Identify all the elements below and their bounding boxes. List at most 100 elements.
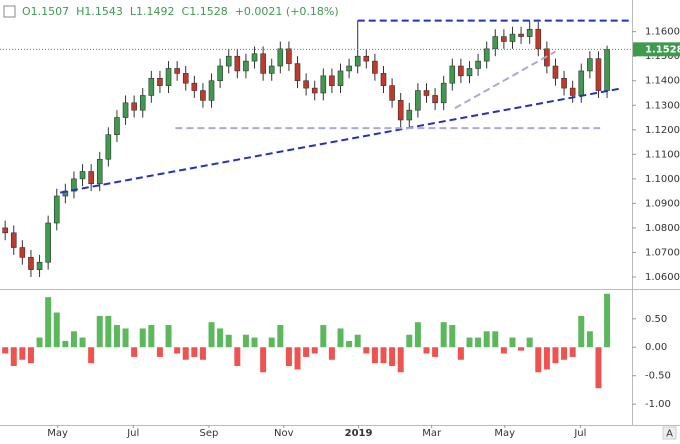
candle-body <box>380 73 387 86</box>
x-tick-label: May <box>494 428 515 439</box>
y-tick-label: 1.1100 <box>645 149 680 160</box>
candle-body <box>157 77 163 86</box>
candle-body <box>449 65 456 84</box>
histogram-bar <box>346 340 353 348</box>
candle-body <box>251 53 258 62</box>
trend-line <box>454 50 556 110</box>
y-tick-label: 1.0600 <box>645 272 680 283</box>
candle-body <box>320 75 327 94</box>
histogram-bar <box>561 347 568 360</box>
candle-body <box>268 65 275 74</box>
y-tick-label: 1.1300 <box>645 100 680 111</box>
histogram-bar <box>535 347 542 373</box>
candle-body <box>406 109 413 121</box>
histogram-bar <box>62 340 69 348</box>
candle-body <box>260 53 266 74</box>
histogram-bar <box>397 347 404 373</box>
histogram-bar <box>277 325 284 348</box>
histogram-bar <box>79 337 86 348</box>
candle-body <box>311 87 318 94</box>
candle-body <box>423 90 430 96</box>
candle-body <box>552 65 559 79</box>
candle-body <box>501 36 507 42</box>
candle-body <box>165 68 172 86</box>
candle-body <box>200 90 206 101</box>
candle-body <box>509 33 516 42</box>
histogram-bar <box>320 325 327 348</box>
histogram-bar <box>268 337 275 348</box>
histogram-bar <box>432 347 439 357</box>
histogram-bar <box>53 312 60 348</box>
histogram-bar <box>423 347 430 354</box>
y-tick-label: 0.50 <box>645 314 667 325</box>
histogram-bar <box>543 347 550 370</box>
y-tick-label: -1.00 <box>645 399 671 410</box>
histogram-bar <box>148 325 155 348</box>
histogram-bar <box>36 337 43 348</box>
candle-body <box>19 247 26 258</box>
histogram-bar <box>225 334 232 348</box>
x-tick-label: Nov <box>274 428 294 439</box>
y-tick-label: 1.0700 <box>645 247 680 258</box>
candle-body <box>2 227 8 234</box>
histogram-bar <box>199 347 206 360</box>
candle-body <box>346 65 352 72</box>
candle-body <box>53 195 60 224</box>
candle-body <box>432 95 438 104</box>
ohlc-value: O1.1507 <box>22 5 69 18</box>
candle-body <box>389 85 395 101</box>
histogram-bar <box>285 347 292 367</box>
histogram-bar <box>27 347 34 364</box>
histogram-bar <box>380 347 387 364</box>
candle-body <box>131 102 137 111</box>
histogram-bar <box>165 325 172 348</box>
histogram-bar <box>457 347 464 360</box>
candle-body <box>217 65 223 82</box>
candle-body <box>28 257 34 270</box>
candle-body <box>286 48 292 64</box>
histogram-bar <box>406 334 413 348</box>
histogram-bar <box>139 328 146 348</box>
y-tick-label: 1.1400 <box>645 76 680 87</box>
candle-body <box>518 33 524 37</box>
histogram-bar <box>371 347 378 364</box>
candle-body <box>277 48 284 67</box>
candle-body <box>329 75 335 86</box>
candle-body <box>397 100 404 121</box>
histogram-bar <box>242 334 249 348</box>
histogram-bar <box>475 337 482 348</box>
auto-scale-label[interactable]: A <box>666 429 673 440</box>
auto-scale-button[interactable] <box>662 426 677 440</box>
candle-body <box>363 55 370 62</box>
candle-body <box>561 77 567 89</box>
candle-body <box>208 80 215 101</box>
histogram-bar <box>96 315 103 348</box>
candle-body <box>595 58 602 91</box>
histogram-bar <box>509 337 516 348</box>
y-tick-label: -0.50 <box>645 371 671 382</box>
candle-body <box>587 58 593 72</box>
histogram-bar <box>131 347 138 357</box>
histogram-bar <box>182 347 189 360</box>
histogram-bar <box>122 328 129 348</box>
candle-body <box>79 171 86 180</box>
trend-line <box>60 87 622 194</box>
candle-body <box>114 117 120 135</box>
y-tick-label: 0.00 <box>645 342 667 353</box>
histogram-bar <box>518 347 525 351</box>
candle-body <box>458 65 464 77</box>
candle-body <box>225 55 232 67</box>
x-tick-label: Mar <box>422 428 442 439</box>
histogram-bar <box>294 347 301 370</box>
symbol-icon[interactable] <box>3 5 16 18</box>
histogram-bar <box>552 347 559 364</box>
histogram-bar <box>414 322 421 348</box>
last-price-label: 1.1528 <box>645 44 680 55</box>
histogram-bar <box>337 328 344 348</box>
ohlc-value: L1.1492 <box>130 5 175 18</box>
candle-body <box>243 60 249 72</box>
ohlc-value: C1.1528 <box>182 5 228 18</box>
candle-body <box>535 28 542 50</box>
histogram-bar <box>500 347 507 354</box>
